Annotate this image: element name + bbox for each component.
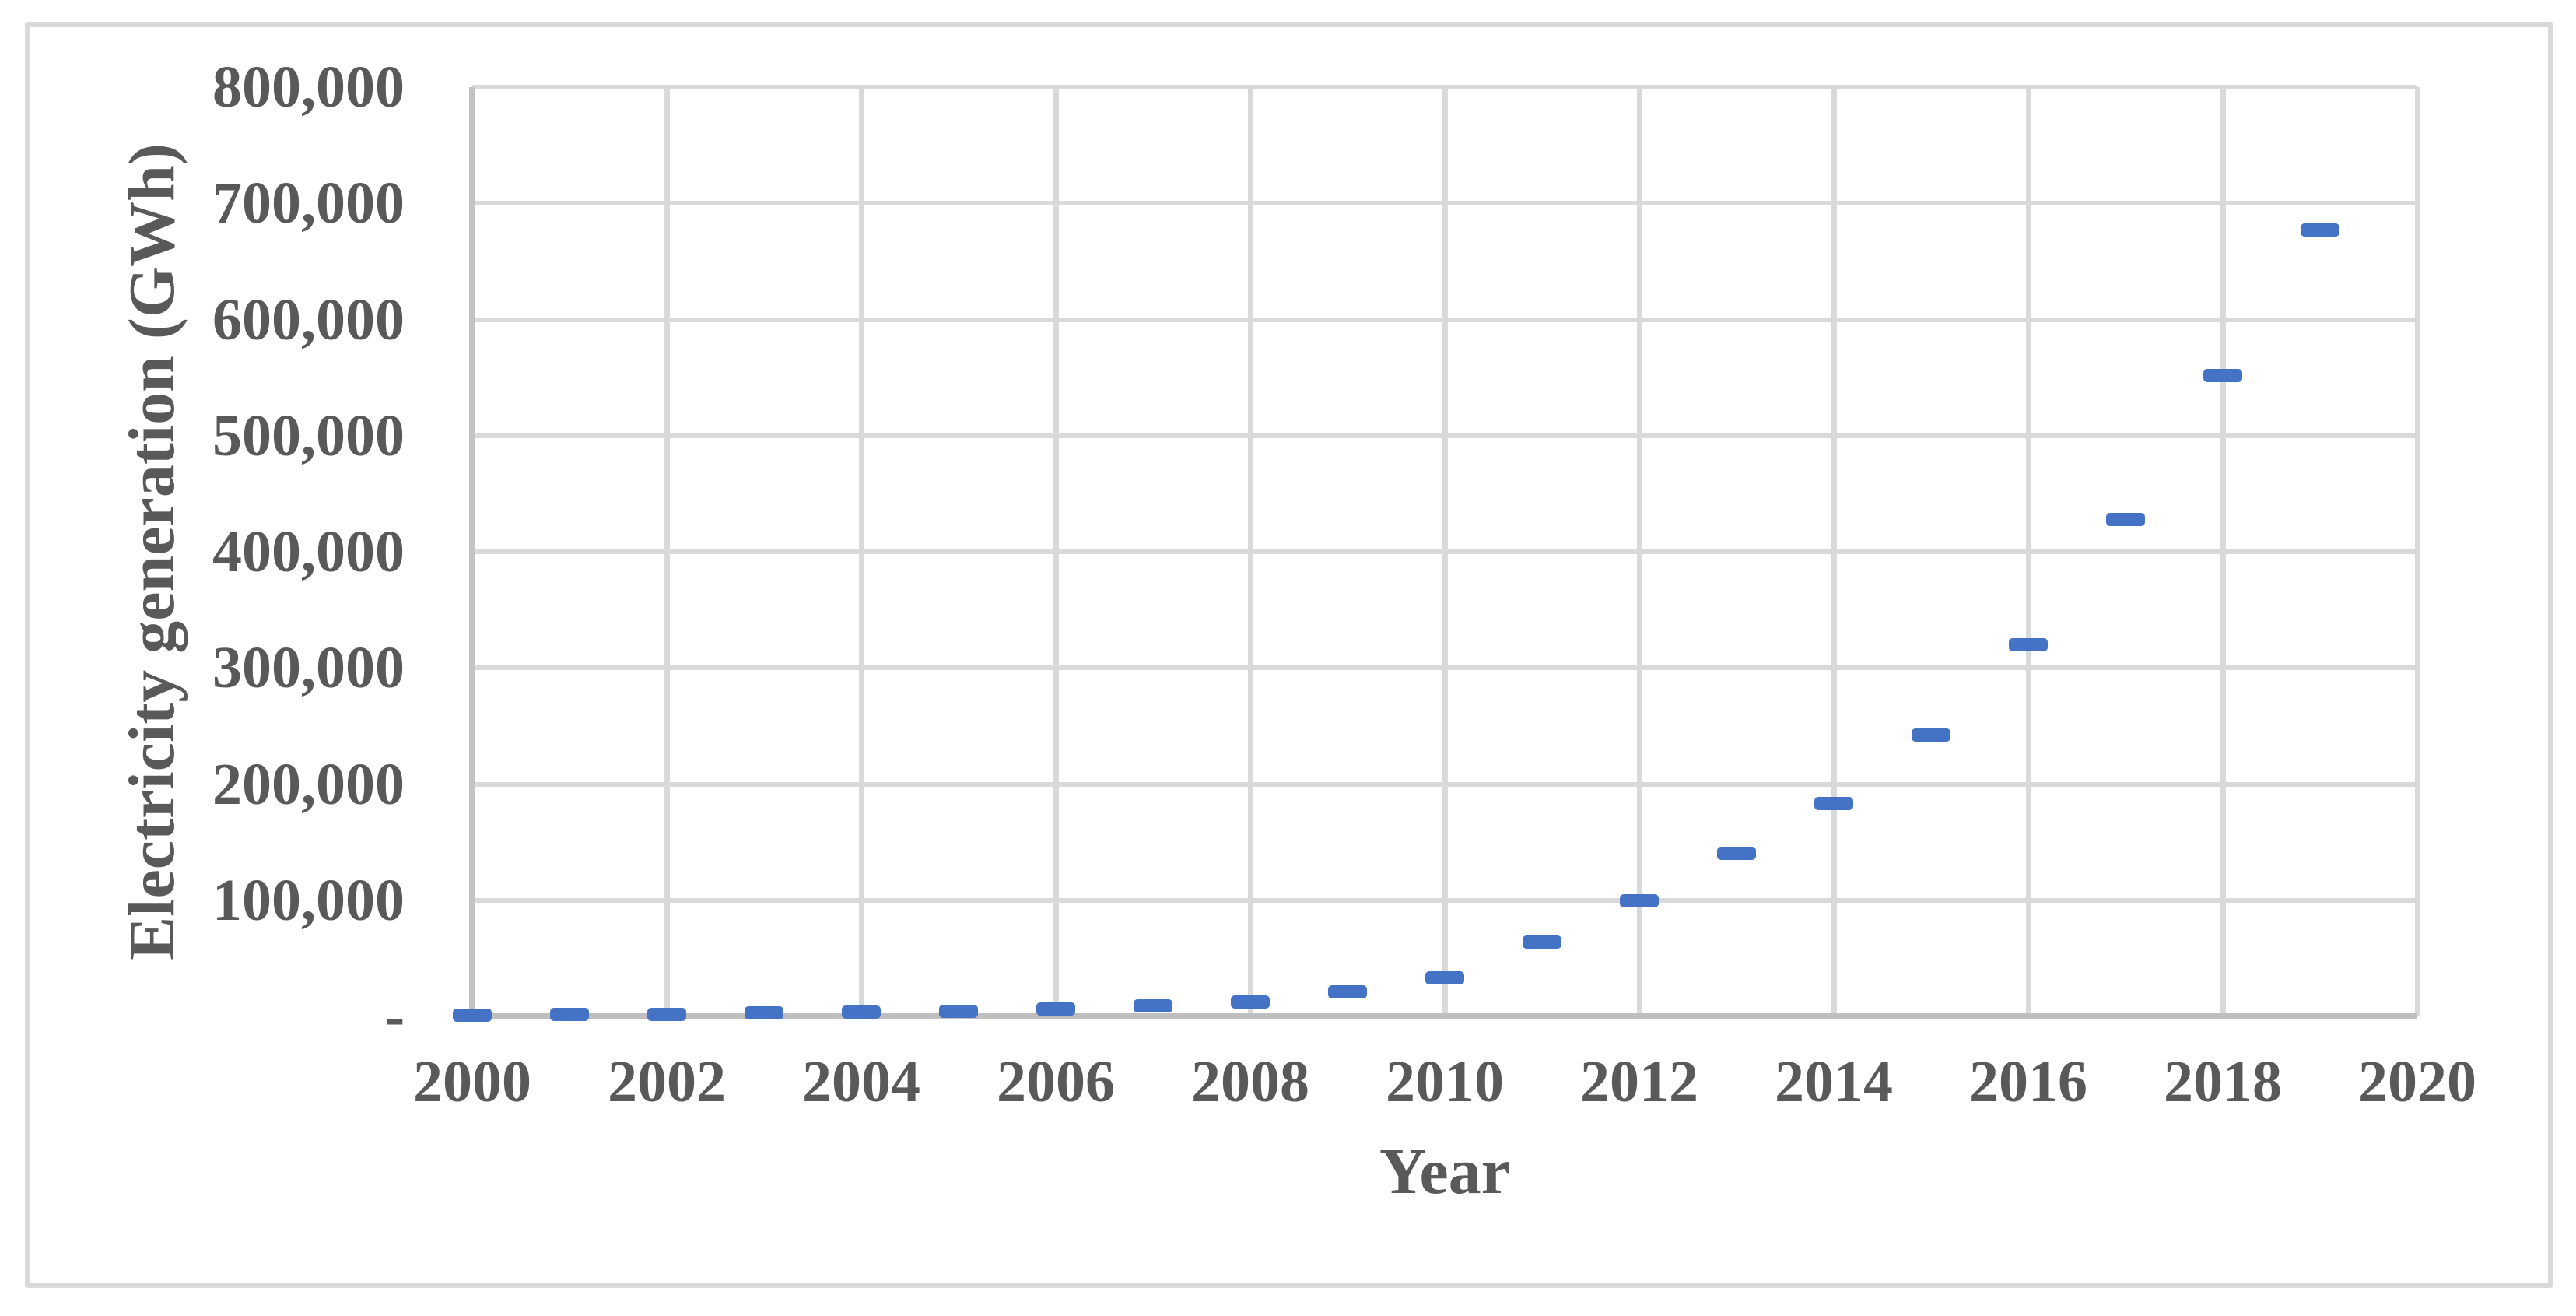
x-axis-line xyxy=(472,1013,2417,1019)
data-point-2015 xyxy=(1912,728,1950,742)
y-axis-line xyxy=(469,87,475,1016)
y-tick-label-300000: 300,000 xyxy=(212,635,405,701)
y-axis-title: Electricity generation (GWh) xyxy=(116,143,188,960)
data-point-2019 xyxy=(2301,223,2339,237)
gridline-h-200000 xyxy=(472,781,2417,787)
x-tick-label-2018: 2018 xyxy=(2164,1049,2282,1114)
gridline-h-700000 xyxy=(472,201,2417,206)
data-point-2005 xyxy=(939,1004,978,1018)
data-point-2007 xyxy=(1134,999,1172,1013)
gridline-h-800000 xyxy=(472,85,2417,89)
x-tick-label-2016: 2016 xyxy=(1969,1049,2087,1114)
gridline-h-300000 xyxy=(472,665,2417,671)
data-point-2003 xyxy=(745,1006,783,1020)
data-point-2009 xyxy=(1328,985,1367,999)
y-tick-label-600000: 600,000 xyxy=(212,286,405,353)
plot-area xyxy=(453,85,2420,1022)
y-tick-label-700000: 700,000 xyxy=(212,170,405,237)
y-tick-label-0: - xyxy=(384,984,405,1049)
x-tick-label-2014: 2014 xyxy=(1775,1049,1893,1114)
data-point-2018 xyxy=(2203,368,2242,382)
y-tick-label-500000: 500,000 xyxy=(212,402,405,468)
figure-border xyxy=(25,22,2553,1288)
data-point-2012 xyxy=(1620,893,1659,907)
x-tick-label-2004: 2004 xyxy=(802,1049,920,1114)
data-point-2016 xyxy=(2009,638,2048,652)
y-tick-label-800000: 800,000 xyxy=(212,54,405,120)
data-point-2006 xyxy=(1036,1002,1075,1016)
data-point-2014 xyxy=(1814,796,1853,810)
data-point-2010 xyxy=(1425,971,1464,985)
gridline-h-400000 xyxy=(472,549,2417,554)
y-tick-label-200000: 200,000 xyxy=(212,751,405,817)
x-tick-label-2002: 2002 xyxy=(608,1049,726,1114)
data-point-2017 xyxy=(2106,512,2145,526)
x-tick-label-2010: 2010 xyxy=(1386,1049,1504,1114)
data-point-2001 xyxy=(550,1008,589,1022)
x-tick-label-2012: 2012 xyxy=(1580,1049,1698,1114)
x-tick-label-2000: 2000 xyxy=(413,1049,531,1114)
data-point-2011 xyxy=(1523,935,1561,949)
data-point-2002 xyxy=(647,1007,686,1021)
data-point-2013 xyxy=(1717,846,1756,860)
x-tick-label-2006: 2006 xyxy=(997,1049,1115,1114)
data-point-2000 xyxy=(453,1008,492,1022)
gridline-v-2020 xyxy=(2414,87,2420,1016)
x-axis-title: Year xyxy=(1379,1135,1510,1208)
gridline-h-100000 xyxy=(472,897,2417,903)
y-tick-label-100000: 100,000 xyxy=(212,867,405,933)
gridline-h-500000 xyxy=(472,433,2417,438)
x-tick-label-2020: 2020 xyxy=(2358,1049,2476,1114)
data-point-2004 xyxy=(842,1005,881,1019)
y-tick-label-400000: 400,000 xyxy=(212,519,405,584)
data-point-2008 xyxy=(1231,995,1270,1009)
gridline-h-600000 xyxy=(472,317,2417,322)
x-tick-label-2008: 2008 xyxy=(1191,1049,1309,1114)
